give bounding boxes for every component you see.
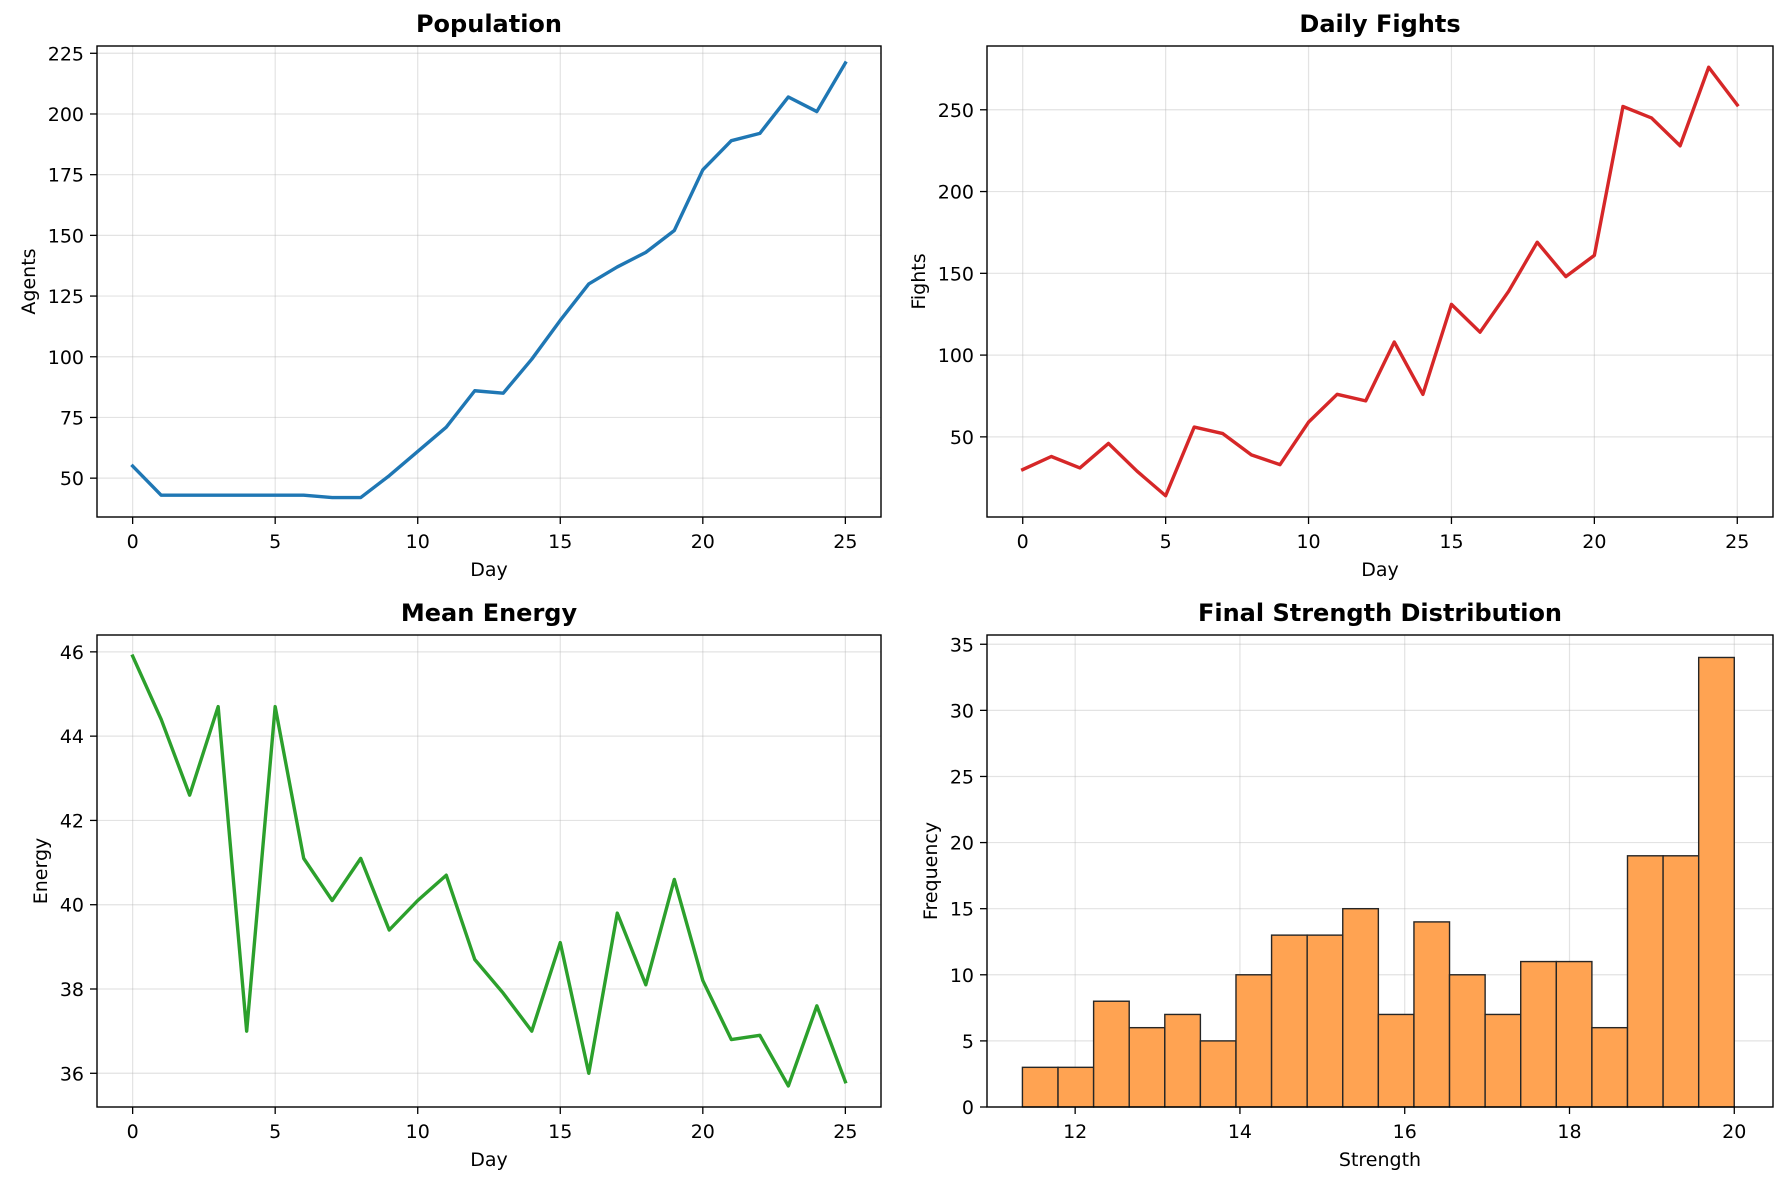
y-axis-label: Energy [30,838,52,905]
x-tick-label: 15 [1439,531,1463,553]
x-tick-label: 20 [1582,531,1606,553]
y-tick-label: 100 [48,347,84,369]
histogram-bar [1697,656,1735,1108]
y-tick-label: 200 [938,182,974,204]
y-tick-label: 175 [48,165,84,187]
x-tick-label: 10 [1296,531,1320,553]
x-tick-label: 15 [548,1121,572,1143]
y-tick-label: 250 [938,100,974,122]
histogram-bar [1520,960,1558,1108]
histogram-bar [1306,934,1344,1108]
x-tick-label: 18 [1557,1121,1581,1143]
x-tick-label: 20 [691,531,715,553]
y-tick-label: 46 [60,642,84,664]
chart-title: Population [416,10,562,38]
y-tick-label: 36 [60,1063,84,1085]
y-tick-label: 35 [950,634,974,656]
x-tick-label: 16 [1393,1121,1417,1143]
axes-frame [96,634,882,1108]
y-tick-label: 50 [950,427,974,449]
x-tick-label: 5 [1160,531,1172,553]
y-tick-label: 150 [48,225,84,247]
x-tick-label: 14 [1228,1121,1252,1143]
histogram-bar [1448,974,1486,1108]
x-tick-label: 25 [1725,531,1749,553]
y-tick-label: 50 [60,468,84,490]
chart-panel-2: 0 5 10 15 20 25 50 100 150 200 250 Daily Fights Day F… [908,10,1774,581]
axes-frame [96,45,882,518]
histogram-bar [1235,974,1273,1108]
y-tick-label: 5 [962,1031,974,1053]
x-tick-label: 0 [127,531,139,553]
y-tick-label: 40 [60,895,84,917]
y-tick-label: 225 [48,43,84,65]
x-tick-label: 25 [833,1121,857,1143]
x-tick-label: 0 [127,1121,139,1143]
x-axis-label: Day [470,1149,508,1171]
chart-title: Final Strength Distribution [1198,599,1562,627]
y-tick-label: 20 [950,833,974,855]
x-axis-label: Day [470,559,508,581]
histogram-bar [1662,855,1700,1108]
histogram-bar [1021,1066,1059,1108]
axes-frame [986,634,1774,1108]
histogram-bar [1591,1026,1629,1108]
chart-title: Daily Fights [1299,10,1460,38]
x-axis-label: Strength [1339,1149,1421,1171]
y-tick-label: 10 [950,965,974,987]
x-tick-label: 0 [1017,531,1029,553]
chart-title: Mean Energy [401,599,578,627]
y-tick-label: 75 [60,407,84,429]
y-tick-label: 150 [938,263,974,285]
histogram-bar [1555,960,1593,1108]
y-tick-label: 200 [48,104,84,126]
y-tick-label: 0 [962,1097,974,1119]
x-axis-label: Day [1361,559,1399,581]
series-line [130,60,848,500]
y-axis-label: Frequency [920,822,942,920]
x-tick-label: 10 [406,531,430,553]
x-tick-label: 12 [1063,1121,1087,1143]
series-line [130,653,848,1088]
histogram-bar [1342,907,1380,1108]
axes-frame [986,45,1774,518]
x-tick-label: 5 [269,1121,281,1143]
x-tick-label: 5 [269,531,281,553]
histogram-bar [1413,921,1451,1108]
y-tick-label: 25 [950,766,974,788]
histogram-bar [1164,1013,1202,1108]
y-tick-label: 30 [950,700,974,722]
y-tick-label: 125 [48,286,84,308]
histogram-bar [1270,934,1308,1108]
y-axis-label: Agents [18,248,40,314]
x-tick-label: 25 [833,531,857,553]
histogram-bar [1057,1066,1095,1108]
histogram-bar [1626,855,1664,1108]
histogram-bar [1199,1040,1237,1108]
y-tick-label: 44 [60,726,84,748]
histogram-bar [1128,1026,1166,1108]
x-tick-label: 15 [548,531,572,553]
x-tick-label: 20 [1722,1121,1746,1143]
chart-panel-1: 0 5 10 15 20 25 50 75 100 125 150 175 200 225 Populati… [18,10,882,581]
chart-panel-3: 0 5 10 15 20 25 36 38 40 42 44 46 Mean Energy Day Ener… [30,599,882,1171]
x-tick-label: 10 [406,1121,430,1143]
y-tick-label: 42 [60,810,84,832]
histogram-bar [1092,1000,1130,1108]
y-tick-label: 100 [938,345,974,367]
histogram-bar [1484,1013,1522,1108]
x-tick-label: 20 [691,1121,715,1143]
histogram-bar [1377,1013,1415,1108]
y-tick-label: 15 [950,899,974,921]
y-tick-label: 38 [60,979,84,1001]
series-line [1020,65,1740,498]
chart-panel-4: 12 14 16 18 20 0 5 10 15 20 25 30 35 Final Strength D… [920,599,1774,1171]
y-axis-label: Fights [908,253,930,309]
